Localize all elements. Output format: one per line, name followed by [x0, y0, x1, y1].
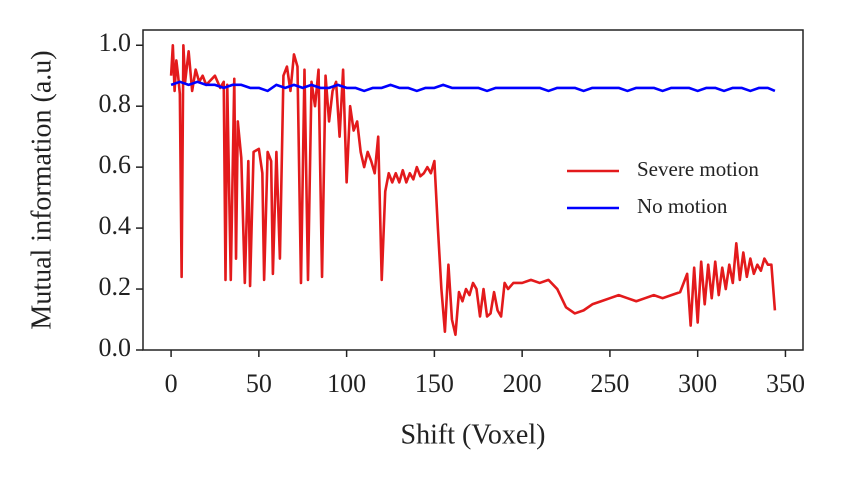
plot-frame: [142, 29, 804, 351]
x-tick-label: 250: [590, 369, 629, 398]
series-line: [170, 80, 776, 93]
legend-label: Severe motion: [637, 157, 759, 181]
series-line: [169, 43, 777, 337]
x-axis-label: Shift (Voxel): [401, 419, 546, 450]
legend-label: No motion: [637, 194, 728, 218]
x-tick-label: 50: [246, 369, 272, 398]
y-tick-label: 1.0: [99, 28, 132, 57]
x-tick-label: 100: [327, 369, 366, 398]
y-tick-label: 0.0: [99, 333, 132, 362]
y-tick-label: 0.2: [99, 272, 132, 301]
x-tick-label: 200: [503, 369, 542, 398]
x-tick-label: 350: [766, 369, 805, 398]
y-tick-label: 0.8: [99, 89, 132, 118]
y-tick-label: 0.4: [99, 211, 132, 240]
y-tick-label: 0.6: [99, 150, 132, 179]
x-tick-label: 300: [678, 369, 717, 398]
x-tick-label: 150: [415, 369, 454, 398]
x-tick-label: 0: [165, 369, 178, 398]
y-axis-label: Mutual information (a.u): [26, 50, 57, 329]
